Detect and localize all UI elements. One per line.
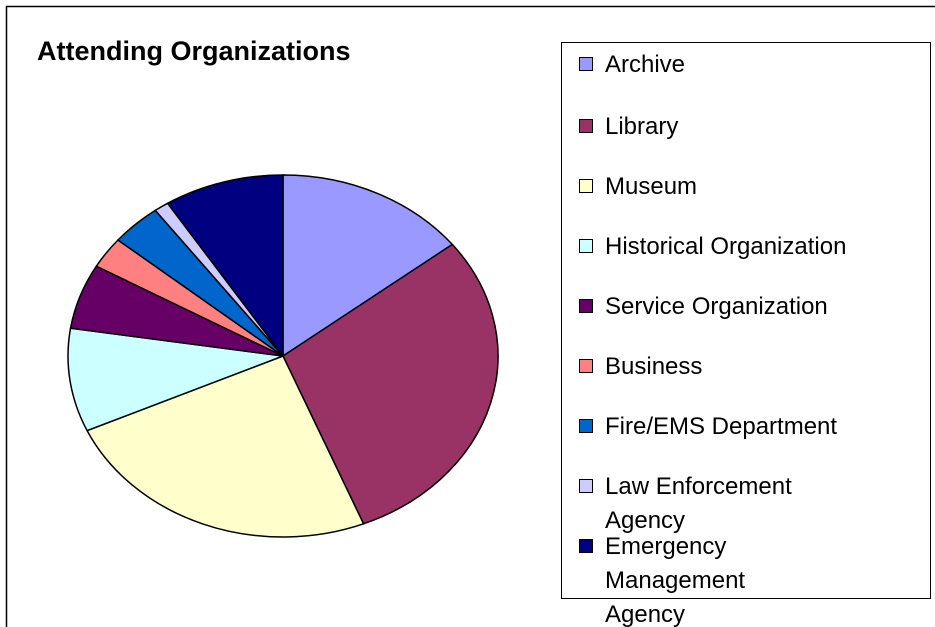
legend-item: Archive bbox=[579, 48, 685, 82]
legend-item: Historical Organization bbox=[579, 230, 846, 264]
pie-slice bbox=[67, 327, 284, 432]
legend-item: Law Enforcement Agency bbox=[579, 470, 859, 538]
legend-swatch bbox=[579, 419, 593, 433]
legend-swatch bbox=[579, 119, 593, 133]
legend-swatch bbox=[579, 299, 593, 313]
legend-label: Service Organization bbox=[605, 293, 828, 320]
chart-border bbox=[5, 5, 935, 627]
legend-label: Business bbox=[605, 353, 703, 380]
legend-swatch bbox=[579, 239, 593, 253]
legend-item: Business bbox=[579, 350, 702, 384]
legend-item: Fire/EMS Department bbox=[579, 410, 837, 444]
chart-title: Attending Organizations bbox=[37, 36, 351, 66]
legend-swatch bbox=[579, 359, 593, 373]
legend-label: Historical Organization bbox=[605, 233, 847, 260]
legend-label: Law Enforcement Agency bbox=[605, 473, 792, 534]
legend-item: Museum bbox=[579, 170, 697, 204]
legend-swatch bbox=[579, 179, 593, 193]
legend-item: Service Organization bbox=[579, 290, 828, 324]
legend-label: Fire/EMS Department bbox=[605, 413, 838, 440]
legend-label: Museum bbox=[605, 173, 698, 200]
pie-slice bbox=[282, 243, 499, 525]
legend-swatch bbox=[579, 57, 593, 71]
legend-label: Library bbox=[605, 113, 679, 140]
legend: Archive Library Museum Historical Organizat… bbox=[561, 42, 931, 627]
legend-label: Emergency Management Agency bbox=[605, 533, 746, 627]
pie-slice bbox=[86, 355, 365, 538]
legend-swatch bbox=[579, 539, 593, 553]
pie-slice bbox=[166, 174, 284, 359]
pie-slice bbox=[282, 174, 454, 358]
legend-item: Library bbox=[579, 110, 678, 144]
legend-swatch bbox=[579, 479, 593, 493]
legend-item: Emergency Management Agency bbox=[579, 530, 829, 627]
legend-label: Archive bbox=[605, 51, 686, 78]
